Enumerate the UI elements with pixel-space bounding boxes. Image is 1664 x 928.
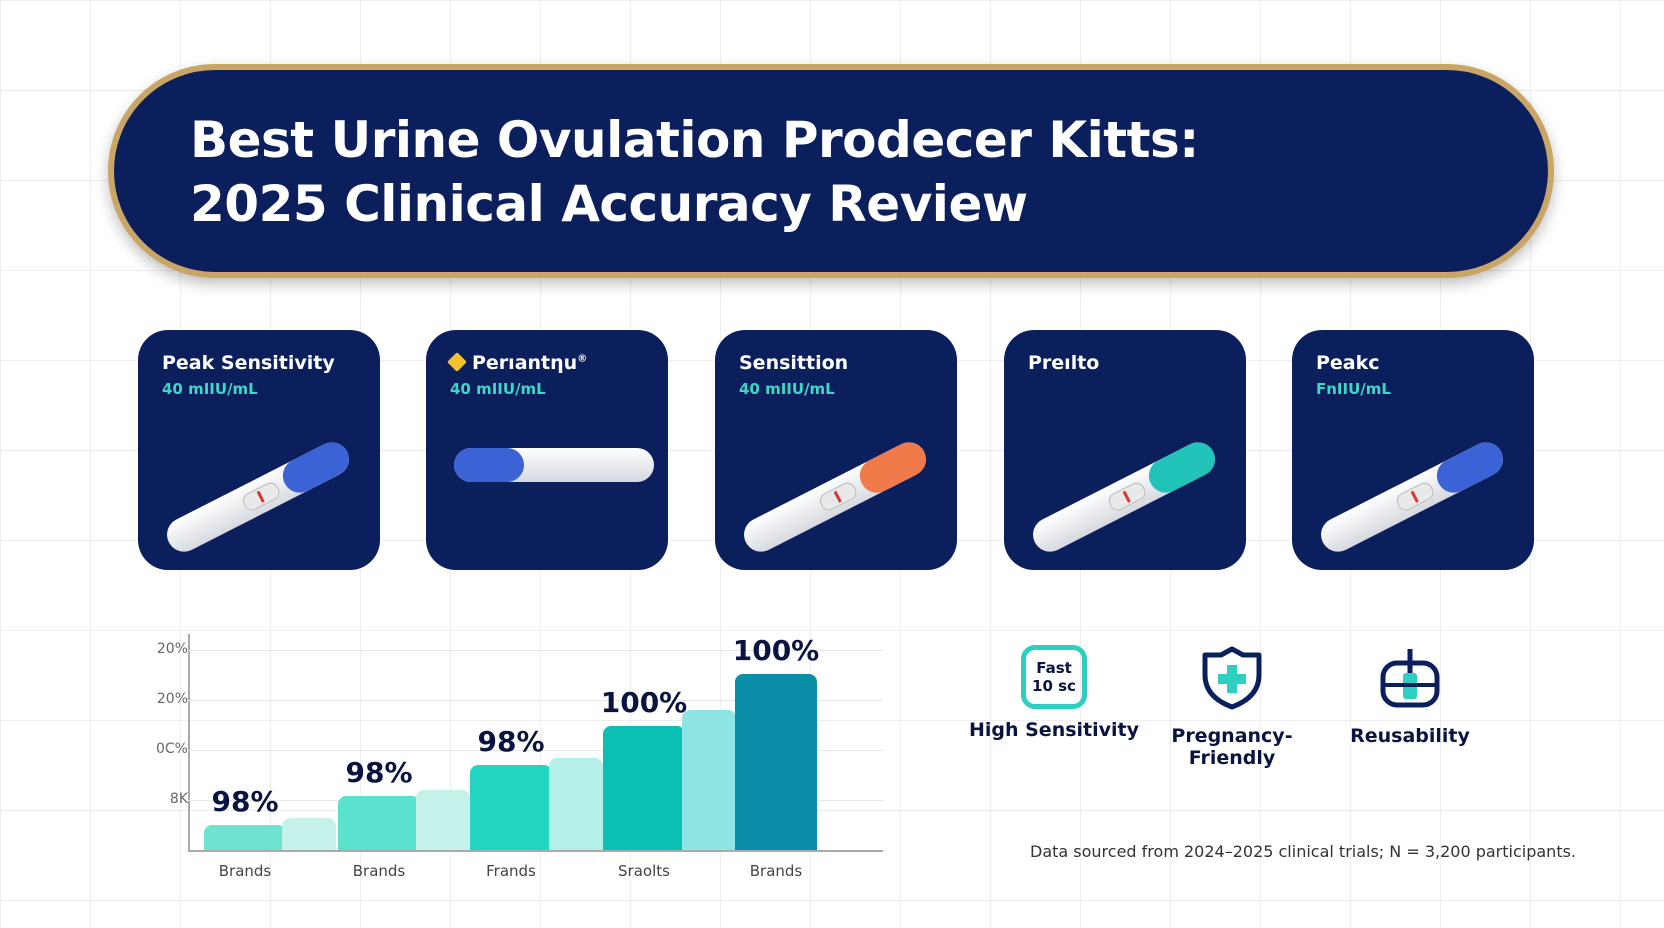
product-card[interactable]: Sensittion 40 mIIU/mL [715, 330, 957, 570]
product-sensitivity: 40 mIIU/mL [739, 380, 835, 398]
product-card[interactable]: Peakc FnIIU/mL [1292, 330, 1534, 570]
bar [682, 710, 736, 850]
result-window [240, 479, 283, 514]
gridline [188, 750, 883, 751]
bar-value-label: 98% [477, 725, 545, 758]
ovulation-test-device [454, 448, 654, 482]
ovulation-test-device [738, 436, 932, 558]
product-sensitivity: 40 mIIU/mL [450, 380, 546, 398]
gridline [188, 700, 883, 701]
product-card[interactable]: Perıantƞu® 40 mIIU/mL [426, 330, 668, 570]
product-name-text: Peak Sensitivity [162, 352, 335, 374]
feature-item: Pregnancy- Friendly [1142, 645, 1322, 769]
feature-item: Reusability [1320, 645, 1500, 747]
feature-label: High Sensitivity [968, 719, 1140, 741]
feature-label: Pregnancy- Friendly [1171, 725, 1293, 769]
feature-item: Fast 10 sc High Sensitivity [964, 645, 1144, 741]
product-name-text: Sensittion [739, 352, 849, 374]
y-axis [188, 634, 190, 850]
product-sensitivity: FnIIU/mL [1316, 380, 1391, 398]
result-window [1394, 479, 1437, 514]
bar [735, 674, 817, 850]
shield-plus-icon [1202, 646, 1262, 710]
product-name: Preılto [1028, 352, 1099, 374]
x-category-label: Brands [749, 862, 803, 880]
product-name: Sensittion [739, 352, 848, 374]
bar [603, 726, 685, 850]
device-cap [454, 448, 524, 482]
result-window [817, 479, 860, 514]
registered-mark: ® [577, 353, 588, 365]
title-line-2: 2025 Clinical Accuracy Review [190, 175, 1028, 233]
device-cap [854, 436, 932, 499]
title-line-1: Best Urine Ovulation Prodecer Kitts: [190, 111, 1199, 169]
x-category-label: Brands [218, 862, 272, 880]
x-category-label: Frands [486, 862, 536, 880]
page-title: Best Urine Ovulation Prodecer Kitts: 2025… [190, 108, 1199, 236]
device-cap [1143, 436, 1221, 499]
y-tick-label: 8K [169, 791, 188, 807]
ovulation-test-device [1315, 436, 1509, 558]
product-name-text: Preılto [1028, 352, 1100, 374]
y-tick-label: 20% [156, 691, 188, 707]
ovulation-test-device [161, 436, 355, 558]
x-axis [188, 850, 883, 852]
bar [282, 818, 336, 850]
bar-value-label: 100% [732, 634, 820, 667]
product-card[interactable]: Preılto [1004, 330, 1246, 570]
product-name: Peak Sensitivity [162, 352, 335, 374]
x-category-label: Brands [352, 862, 406, 880]
product-sensitivity: 40 mIIU/mL [162, 380, 258, 398]
product-card[interactable]: Peak Sensitivity 40 mIIU/mL [138, 330, 380, 570]
fast-timer-icon: Fast 10 sc [1021, 645, 1087, 709]
diamond-icon [447, 352, 467, 372]
accuracy-bar-chart: 8K 0C% 20% 20% 98% Brands 98% Brands 98% Frand… [120, 600, 900, 890]
x-category-label: Sraolts [618, 862, 670, 880]
bar [470, 765, 552, 850]
gridline [188, 650, 883, 651]
product-name: Perıantƞu® [447, 352, 588, 374]
bar [416, 790, 470, 850]
y-tick-label: 20% [156, 641, 188, 657]
reusable-device-icon [1380, 649, 1440, 708]
title-banner: Best Urine Ovulation Prodecer Kitts: 2025… [108, 64, 1554, 278]
bar [338, 796, 420, 850]
device-cap [1431, 436, 1509, 499]
bar [204, 825, 286, 850]
icon-text: Fast [1036, 659, 1072, 677]
bar-value-label: 100% [600, 686, 688, 719]
ovulation-test-device [1027, 436, 1221, 558]
y-tick-label: 0C% [156, 741, 188, 757]
data-source-note: Data sourced from 2024–2025 clinical tri… [1030, 842, 1577, 861]
bar-value-label: 98% [345, 756, 413, 789]
product-name-text: Perıantƞu [472, 352, 578, 374]
feature-label: Reusability [1350, 725, 1470, 747]
bar [549, 758, 603, 850]
bar-value-label: 98% [211, 785, 279, 818]
product-name: Peakc [1316, 352, 1380, 374]
icon-text: 10 sc [1032, 677, 1076, 695]
result-window [1106, 479, 1149, 514]
product-name-text: Peakc [1316, 352, 1380, 374]
device-cap [277, 436, 355, 499]
